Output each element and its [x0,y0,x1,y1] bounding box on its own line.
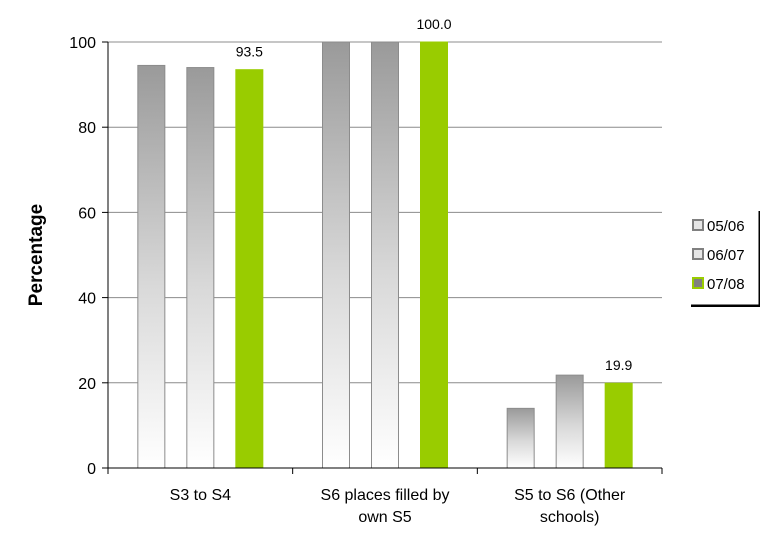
bar-06-07-0 [186,67,215,469]
y-tick-label: 40 [78,291,96,308]
y-tick-label: 20 [78,376,96,393]
x-tick-label: S6 places filled by [321,487,450,504]
y-tick-label: 60 [78,205,96,222]
legend-swatch [692,219,704,231]
legend-label: 06/07 [707,247,745,264]
y-tick-label: 100 [69,35,96,52]
y-tick-label: 80 [78,120,96,137]
bar-07-08-2 [604,382,633,469]
data-label: 93.5 [236,44,263,60]
data-label: 19.9 [605,357,632,373]
y-axis-label: Percentage [26,204,47,306]
bar-05-06-1 [322,41,350,469]
x-tick-label: S3 to S4 [170,487,231,504]
x-tick-label: S5 to S6 (Other [514,487,626,504]
x-tick-label: own S5 [358,509,411,526]
bar-05-06-0 [137,64,166,469]
x-tick-label: schools) [540,509,600,526]
legend: 05/06 06/07 07/08 [687,207,760,307]
y-axis: 0 20 40 60 80 100 [69,35,109,478]
data-label: 100.0 [416,16,451,32]
bar-07-08-0 [235,69,264,469]
y-tick-label: 0 [87,461,96,478]
bar-06-07-1 [371,41,399,469]
bar-06-07-2 [555,374,584,469]
bar-05-06-2 [506,407,535,469]
bars [137,41,633,469]
legend-label: 07/08 [707,276,745,293]
legend-swatch [692,277,704,289]
x-axis: S3 to S4 S6 places filled by own S5 S5 to S… [107,467,663,526]
legend-label: 05/06 [707,218,745,235]
legend-swatch [692,248,704,260]
bar-07-08-1 [420,41,448,469]
data-labels: 93.5 100.0 19.9 [236,16,633,373]
